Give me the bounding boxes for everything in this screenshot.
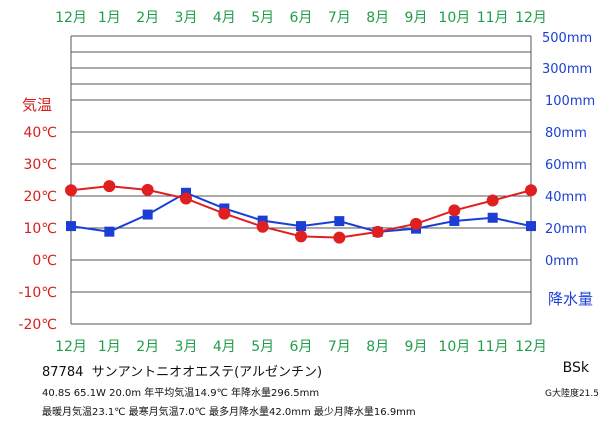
precipitation-tick-label: 40mm: [545, 190, 587, 205]
temperature-axis-title: 気温: [22, 96, 52, 114]
precipitation-point: [296, 221, 306, 232]
precipitation-tick-label: 100mm: [545, 94, 595, 109]
month-label-bottom: 4月: [213, 339, 236, 355]
temperature-tick-label: 40℃: [23, 125, 57, 141]
temperature-point: [525, 184, 537, 197]
precipitation-tick-labels: 0mm 20mm 40mm 60mm 80mm 100mm 300mm 500mm: [542, 31, 595, 269]
temperature-point: [65, 184, 77, 197]
station-extremes: 最暖月気温23.1℃ 最寒月気温7.0℃ 最多月降水量42.0mm 最少月降水量…: [42, 407, 416, 418]
month-label-bottom: 11月: [477, 339, 509, 355]
month-label-bottom: 6月: [290, 339, 313, 355]
month-label-top: 5月: [251, 10, 274, 26]
precipitation-point: [257, 215, 268, 226]
temperature-point: [218, 207, 231, 220]
precipitation-series: [66, 187, 536, 237]
month-label-top: 1月: [98, 10, 121, 26]
temperature-point: [410, 217, 422, 230]
temperature-point: [180, 192, 192, 205]
month-label-top: 12月: [55, 10, 87, 26]
month-label-top: 2月: [136, 10, 159, 26]
month-label-top: 7月: [328, 10, 351, 26]
month-label-bottom: 1月: [98, 339, 121, 355]
month-label-top: 12月: [515, 10, 547, 26]
continentality-index: G大陸度21.5: [544, 389, 599, 399]
month-label-bottom: 9月: [405, 339, 428, 355]
station-coords: 40.8S 65.1W 20.0m 年平均気温14.9℃ 年降水量296.5mm: [42, 388, 320, 399]
precipitation-tick-label: 0mm: [545, 254, 579, 269]
precipitation-point: [104, 226, 115, 237]
precipitation-point: [142, 209, 153, 220]
temperature-tick-label: 20℃: [23, 189, 57, 205]
month-label-top: 4月: [213, 10, 236, 26]
temperature-point: [141, 183, 154, 196]
precipitation-point: [334, 216, 345, 227]
month-label-bottom: 10月: [438, 339, 470, 355]
month-label-bottom: 12月: [55, 339, 87, 355]
month-label-bottom: 2月: [136, 339, 159, 355]
precipitation-tick-label: 60mm: [545, 158, 587, 173]
precipitation-tick-label: 80mm: [545, 126, 587, 141]
station-title: 87784 サンアントニオオエステ(アルゼンチン): [42, 361, 322, 380]
temperature-point: [295, 230, 307, 243]
month-label-top: 11月: [477, 10, 509, 26]
month-label-bottom: 12月: [515, 339, 547, 355]
climate-class: BSk: [562, 360, 589, 376]
month-label-bottom: 7月: [328, 339, 351, 355]
temperature-point: [333, 231, 346, 244]
temperature-point: [256, 220, 269, 233]
month-label-top: 6月: [290, 10, 313, 26]
temperature-tick-label: 0℃: [32, 253, 57, 269]
precipitation-tick-label: 20mm: [545, 222, 587, 237]
month-label-top: 8月: [366, 10, 389, 26]
precipitation-point: [526, 221, 536, 232]
temperature-series: [65, 180, 537, 244]
temperature-point: [103, 180, 116, 193]
month-label-top: 3月: [175, 10, 198, 26]
month-label-bottom: 3月: [175, 339, 198, 355]
temperature-point: [371, 225, 384, 238]
precipitation-tick-label: 500mm: [542, 31, 592, 46]
precipitation-point: [449, 215, 460, 226]
month-labels-bottom: 12月 1月 2月 3月 4月 5月 6月 7月 8月 9月 10月 11月 12月: [55, 339, 547, 355]
precipitation-point: [66, 221, 76, 232]
month-labels-top: 12月 1月 2月 3月 4月 5月 6月 7月 8月 9月 10月 11月 12月: [55, 10, 547, 26]
chart-grid: [70, 35, 532, 325]
temperature-point: [448, 204, 461, 217]
temperature-tick-label: -10℃: [18, 285, 57, 301]
station-name: サンアントニオオエステ(アルゼンチン): [91, 365, 323, 380]
temperature-tick-label: 10℃: [23, 221, 57, 237]
temperature-tick-label: 30℃: [23, 157, 57, 173]
month-label-top: 10月: [438, 10, 470, 26]
precipitation-point: [487, 212, 498, 223]
precipitation-tick-label: 300mm: [542, 62, 592, 77]
month-label-bottom: 5月: [251, 339, 274, 355]
month-label-bottom: 8月: [366, 339, 389, 355]
temperature-tick-labels: 40℃ 30℃ 20℃ 10℃ 0℃ -10℃ -20℃: [18, 125, 57, 333]
temperature-tick-label: -20℃: [18, 317, 57, 333]
month-label-top: 9月: [405, 10, 428, 26]
station-id: 87784: [42, 365, 84, 380]
precipitation-axis-title: 降水量: [548, 290, 593, 308]
temperature-point: [486, 194, 499, 207]
